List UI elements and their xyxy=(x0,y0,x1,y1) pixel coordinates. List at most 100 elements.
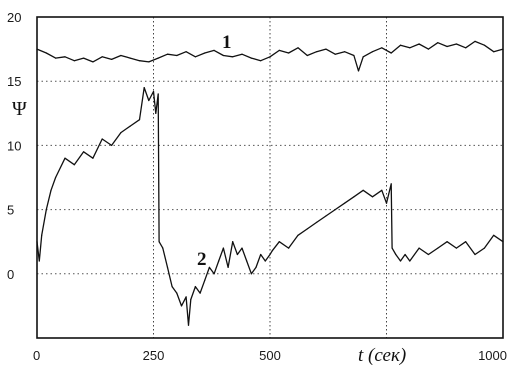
data-point-2 xyxy=(502,241,504,243)
data-point-1 xyxy=(194,56,196,58)
data-point-1 xyxy=(269,56,271,58)
y-axis: 20 15 10 5 0 xyxy=(7,10,21,282)
data-point-2 xyxy=(418,247,420,249)
data-point-1 xyxy=(45,52,47,54)
data-point-2 xyxy=(465,241,467,243)
data-point-1 xyxy=(297,47,299,49)
y-tick-label: 5 xyxy=(7,203,14,218)
data-point-2 xyxy=(227,266,229,268)
data-point-2 xyxy=(297,234,299,236)
data-point-1 xyxy=(83,57,85,59)
x-tick-label: 500 xyxy=(259,348,281,363)
data-point-1 xyxy=(334,53,336,55)
data-point-1 xyxy=(148,61,150,63)
data-point-2 xyxy=(260,253,262,256)
data-point-1 xyxy=(73,60,75,62)
data-point-2 xyxy=(344,202,346,204)
data-point-2 xyxy=(325,215,327,217)
data-point-1 xyxy=(101,56,103,58)
data-point-2 xyxy=(208,266,210,268)
data-point-2 xyxy=(152,90,155,93)
data-point-1 xyxy=(204,52,206,54)
data-point-2 xyxy=(222,247,224,249)
data-point-2 xyxy=(232,241,234,243)
series-label-2: 2 xyxy=(197,249,207,270)
data-point-1 xyxy=(241,53,243,55)
data-point-1 xyxy=(92,61,94,63)
data-point-1 xyxy=(250,57,252,59)
data-point-2 xyxy=(111,144,113,146)
data-point-2 xyxy=(218,260,220,262)
data-point-2 xyxy=(362,189,364,191)
data-point-1 xyxy=(371,51,374,53)
data-point-2 xyxy=(83,151,85,153)
y-tick-label: 10 xyxy=(7,138,21,153)
data-point-1 xyxy=(325,48,327,50)
data-point-2 xyxy=(120,132,122,134)
data-point-2 xyxy=(246,260,248,262)
data-point-1 xyxy=(344,51,346,53)
data-point-2 xyxy=(381,189,383,191)
data-point-1 xyxy=(455,43,457,45)
data-point-1 xyxy=(390,52,392,54)
data-point-1 xyxy=(55,57,57,59)
data-point-2 xyxy=(278,241,280,243)
data-point-2 xyxy=(437,247,439,249)
y-axis-label: Ψ xyxy=(12,98,27,120)
data-point-1 xyxy=(493,51,495,53)
data-point-1 xyxy=(353,54,355,57)
x-axis-label: t (сек) xyxy=(358,345,406,366)
data-point-2 xyxy=(50,189,52,191)
data-point-2 xyxy=(41,234,43,236)
data-point-1 xyxy=(381,47,383,49)
data-point-2 xyxy=(474,253,476,256)
data-point-1 xyxy=(357,70,360,72)
data-point-2 xyxy=(162,247,164,249)
data-point-1 xyxy=(362,56,364,58)
series-group xyxy=(36,40,504,326)
data-point-2 xyxy=(138,119,141,121)
data-point-1 xyxy=(465,47,467,49)
data-point-2 xyxy=(129,125,131,127)
data-point-2 xyxy=(455,247,457,249)
data-point-1 xyxy=(278,49,280,52)
data-point-2 xyxy=(427,253,429,256)
data-point-1 xyxy=(502,48,504,50)
data-point-2 xyxy=(148,99,150,102)
data-point-2 xyxy=(236,253,238,256)
data-point-1 xyxy=(120,54,122,57)
x-tick-label: 1000 xyxy=(478,348,507,363)
data-point-2 xyxy=(176,292,178,294)
data-point-2 xyxy=(171,286,173,288)
series-labels: 12 xyxy=(197,32,232,270)
data-point-1 xyxy=(409,47,411,49)
data-point-1 xyxy=(232,56,234,58)
data-point-1 xyxy=(166,53,169,55)
data-point-2 xyxy=(385,202,388,204)
x-tick-label: 0 xyxy=(33,348,40,363)
data-point-2 xyxy=(194,286,196,288)
data-point-1 xyxy=(138,60,141,62)
data-point-2 xyxy=(483,247,485,249)
data-point-1 xyxy=(64,56,66,58)
grid xyxy=(37,17,503,338)
data-point-1 xyxy=(474,40,476,43)
data-point-2 xyxy=(45,209,47,211)
data-point-2 xyxy=(493,234,495,236)
data-point-2 xyxy=(409,260,411,262)
data-point-1 xyxy=(306,54,308,57)
data-point-2 xyxy=(399,260,402,262)
data-point-2 xyxy=(158,241,160,243)
series-line-1 xyxy=(36,40,504,72)
data-point-1 xyxy=(260,60,262,62)
data-point-2 xyxy=(38,260,40,262)
data-point-2 xyxy=(390,183,392,185)
data-point-2 xyxy=(92,157,94,159)
data-point-2 xyxy=(180,305,183,307)
data-point-1 xyxy=(316,51,318,53)
data-point-1 xyxy=(427,48,429,50)
data-point-1 xyxy=(222,54,224,57)
data-point-2 xyxy=(334,209,336,211)
data-point-2 xyxy=(55,176,57,179)
